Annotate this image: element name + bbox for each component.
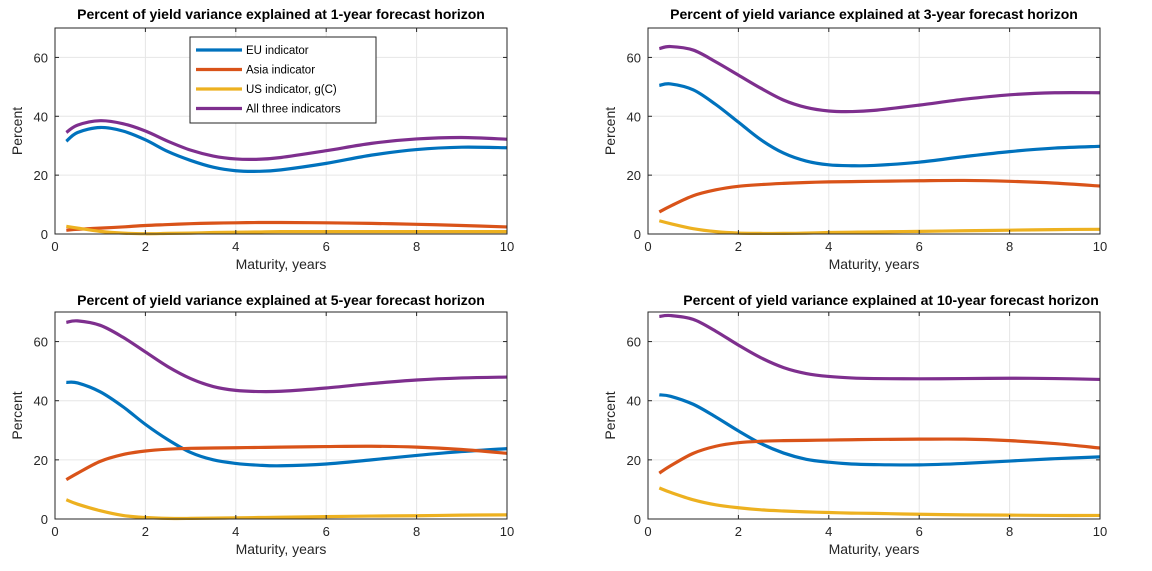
y-axis-label: Percent bbox=[9, 107, 25, 155]
y-tick-label: 40 bbox=[34, 394, 48, 409]
chart-title: Percent of yield variance explained at 5… bbox=[77, 292, 485, 308]
y-tick-label: 20 bbox=[627, 453, 641, 468]
y-tick-label: 40 bbox=[627, 394, 641, 409]
x-tick-label: 2 bbox=[735, 239, 742, 254]
x-tick-label: 2 bbox=[142, 239, 149, 254]
chart-panel-3: 0 2 4 6 8 10 0 20 40 60 Maturity, years Percent Perc… bbox=[9, 292, 514, 557]
series-line-3 bbox=[65, 498, 508, 521]
legend: EU indicator Asia indicator US indicator, … bbox=[189, 36, 377, 124]
x-tick-label: 4 bbox=[825, 239, 832, 254]
y-axis-label: Percent bbox=[602, 391, 618, 439]
y-tick-label: 60 bbox=[34, 335, 48, 350]
y-tick-label: 0 bbox=[634, 227, 641, 242]
x-tick-label: 8 bbox=[413, 524, 420, 539]
x-axis-label: Maturity, years bbox=[236, 256, 327, 272]
axes-box bbox=[647, 27, 1101, 235]
plot-area bbox=[648, 312, 1100, 519]
chart-title: Percent of yield variance explained at 1… bbox=[683, 292, 1099, 308]
series-line-3 bbox=[66, 224, 507, 236]
x-tick-label: 10 bbox=[500, 524, 514, 539]
axes-box bbox=[647, 311, 1101, 520]
series-line-2 bbox=[66, 220, 508, 232]
series-line-2 bbox=[658, 178, 1101, 214]
x-tick-label: 0 bbox=[51, 524, 58, 539]
x-tick-label: 2 bbox=[142, 524, 149, 539]
y-tick-label: 20 bbox=[34, 168, 48, 183]
legend-entry-label: EU indicator bbox=[246, 45, 309, 57]
x-axis-label: Maturity, years bbox=[236, 541, 327, 557]
x-axis-label: Maturity, years bbox=[829, 256, 920, 272]
series-line-1 bbox=[66, 380, 508, 468]
y-tick-label: 0 bbox=[41, 227, 48, 242]
x-axis-label: Maturity, years bbox=[829, 541, 920, 557]
x-tick-label: 6 bbox=[323, 239, 330, 254]
x-tick-label: 4 bbox=[232, 239, 239, 254]
series-line-3 bbox=[658, 486, 1101, 518]
x-tick-label: 6 bbox=[916, 524, 923, 539]
series-line-4 bbox=[659, 313, 1101, 382]
y-tick-label: 0 bbox=[634, 512, 641, 527]
series-line-4 bbox=[658, 44, 1101, 114]
x-tick-label: 0 bbox=[644, 239, 651, 254]
chart-panel-2: 0 2 4 6 8 10 0 20 40 60 Maturity, years Percent Perc… bbox=[602, 6, 1107, 272]
y-tick-label: 60 bbox=[627, 335, 641, 350]
series-line-3 bbox=[658, 219, 1101, 236]
legend-entry-label: All three indicators bbox=[246, 104, 341, 116]
chart-panel-4: 0 2 4 6 8 10 0 20 40 60 Maturity, years Percent Perc… bbox=[602, 292, 1107, 557]
legend-entry-label: Asia indicator bbox=[246, 65, 315, 77]
y-axis-label: Percent bbox=[602, 107, 618, 155]
y-axis-label: Percent bbox=[9, 391, 25, 439]
y-tick-label: 0 bbox=[41, 512, 48, 527]
y-tick-label: 20 bbox=[34, 453, 48, 468]
series-line-2 bbox=[65, 444, 508, 482]
x-tick-label: 6 bbox=[323, 524, 330, 539]
plot-area bbox=[55, 312, 507, 519]
x-tick-label: 10 bbox=[1093, 524, 1107, 539]
chart-panel-1: 0 2 4 6 8 10 0 20 40 60 Maturity, years Percent Perc… bbox=[9, 6, 514, 272]
x-tick-label: 0 bbox=[644, 524, 651, 539]
x-tick-label: 8 bbox=[413, 239, 420, 254]
series-line-1 bbox=[65, 125, 508, 173]
axes-box bbox=[54, 27, 508, 235]
y-tick-label: 60 bbox=[627, 50, 641, 65]
y-tick-label: 40 bbox=[627, 109, 641, 124]
series-line-2 bbox=[658, 437, 1101, 475]
plot-area bbox=[648, 28, 1100, 234]
axes-box bbox=[54, 311, 508, 520]
x-tick-label: 0 bbox=[51, 239, 58, 254]
x-tick-label: 4 bbox=[825, 524, 832, 539]
series-line-1 bbox=[658, 82, 1101, 168]
x-tick-label: 10 bbox=[1093, 239, 1107, 254]
series-line-4 bbox=[65, 119, 508, 162]
x-tick-label: 4 bbox=[232, 524, 239, 539]
y-tick-label: 20 bbox=[627, 168, 641, 183]
x-tick-label: 6 bbox=[916, 239, 923, 254]
y-tick-label: 60 bbox=[34, 50, 48, 65]
x-tick-label: 10 bbox=[500, 239, 514, 254]
series-line-4 bbox=[65, 319, 508, 394]
chart-title: Percent of yield variance explained at 1… bbox=[77, 6, 485, 22]
legend-entry-label: US indicator, g(C) bbox=[246, 84, 337, 96]
chart-title: Percent of yield variance explained at 3… bbox=[670, 6, 1078, 22]
x-tick-label: 8 bbox=[1006, 239, 1013, 254]
x-tick-label: 8 bbox=[1006, 524, 1013, 539]
x-tick-label: 2 bbox=[735, 524, 742, 539]
series-line-1 bbox=[659, 393, 1101, 467]
y-tick-label: 40 bbox=[34, 109, 48, 124]
